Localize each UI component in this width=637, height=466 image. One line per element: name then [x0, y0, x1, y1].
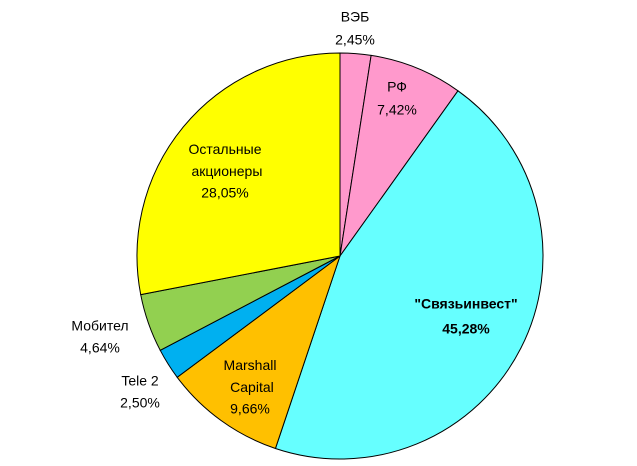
slice-value-label: 45,28%	[442, 321, 490, 337]
slice-value-label: 2,50%	[120, 395, 160, 411]
slice-value-label: 28,05%	[201, 185, 248, 201]
pie-slice	[176, 254, 341, 450]
slice-label: Остальные акционеры	[188, 141, 263, 179]
slice-label: Tele 2	[121, 373, 159, 389]
pie-slice	[274, 90, 544, 460]
pie-slice	[136, 52, 341, 296]
slice-label: РФ	[387, 79, 407, 95]
slice-value-label: 7,42%	[377, 102, 417, 118]
slice-value-label: 9,66%	[230, 401, 270, 417]
slice-value-label: 2,45%	[335, 32, 375, 48]
slice-label: "Связьинвест"	[414, 296, 517, 312]
slice-label: Мобител	[71, 318, 128, 334]
slice-label: Marshall Capital	[224, 357, 277, 395]
slice-value-label: 4,64%	[80, 340, 120, 356]
slice-label: ВЭБ	[341, 9, 370, 25]
